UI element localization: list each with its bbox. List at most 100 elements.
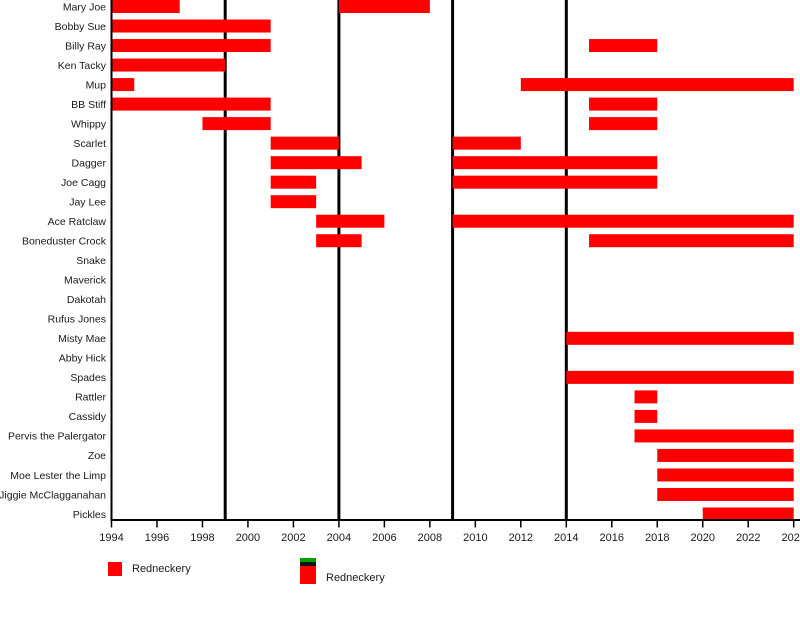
row-label: Misty Mae: [58, 333, 106, 345]
period-separator-line: [451, 0, 455, 520]
timeline-bar: [111, 19, 271, 33]
row-label: Mup: [86, 79, 107, 91]
timeline-bar: [657, 448, 794, 462]
x-axis-tick-label: 2012: [509, 532, 533, 544]
row-label: Mary Joe: [63, 1, 106, 13]
timeline-bar: [316, 214, 385, 228]
x-axis-tick-label: 2020: [690, 532, 714, 544]
row-label: Maverick: [64, 275, 107, 287]
row-label: Boneduster Crock: [22, 236, 107, 248]
period-separator-line: [337, 0, 341, 520]
x-axis-tick: [201, 521, 204, 528]
timeline-bar: [702, 507, 794, 521]
timeline-bar: [270, 195, 317, 209]
row-label: Dagger: [72, 157, 107, 169]
x-axis-tick: [520, 521, 522, 528]
timeline-bar: [452, 156, 658, 170]
x-axis-tick-label: 1996: [145, 532, 169, 544]
timeline-bar: [589, 117, 658, 131]
row-label: Joe Cagg: [61, 177, 106, 189]
x-axis-tick-label: 2008: [418, 532, 442, 544]
x-axis-tick: [247, 521, 249, 528]
period-separator-line: [223, 0, 227, 520]
timeline-bar: [452, 136, 521, 150]
row-label: Whippy: [71, 118, 107, 130]
x-axis-line: [110, 519, 800, 521]
row-label: Snake: [76, 255, 106, 267]
x-axis-tick-label: 2002: [281, 532, 305, 544]
timeline-bar: [111, 97, 271, 111]
timeline-bar: [202, 117, 271, 131]
x-axis-tick: [292, 521, 295, 528]
x-axis-tick: [156, 521, 158, 528]
timeline-bar: [316, 234, 362, 248]
x-axis-tick: [747, 521, 749, 528]
timeline-bar: [589, 39, 658, 53]
legend-label: Redneckery: [132, 563, 191, 575]
row-label: Jay Lee: [69, 196, 106, 208]
legend-entry-redneckery-1: Redneckery: [108, 562, 191, 576]
row-label: Pervis the Palergator: [8, 431, 107, 443]
timeline-bar: [589, 97, 658, 111]
timeline-bar: [634, 390, 658, 404]
timeline-bar: [270, 175, 317, 189]
timeline-bar: [111, 58, 226, 72]
x-axis-tick-label: 1994: [99, 532, 123, 544]
row-label: BB Stiff: [71, 99, 106, 111]
x-axis-tick-label: 2024: [781, 532, 800, 544]
timeline-bar: [566, 331, 794, 345]
row-label: Ken Tacky: [58, 60, 107, 72]
x-axis-tick-label: 2000: [236, 532, 260, 544]
x-axis-tick: [338, 521, 340, 528]
timeline-bar: [270, 156, 362, 170]
legend-stacked-swatch: [300, 558, 316, 584]
x-axis-tick-label: 2018: [645, 532, 669, 544]
x-axis-tick-label: 2004: [327, 532, 351, 544]
legend-red-block: [300, 566, 316, 584]
x-axis-tick-label: 1998: [190, 532, 214, 544]
period-separator-line: [564, 0, 568, 520]
x-axis-tick: [701, 521, 704, 528]
x-axis-tick-label: 2006: [372, 532, 396, 544]
timeline-bar: [657, 487, 794, 501]
legend-green-stripe: [300, 558, 316, 562]
row-label: Ace Ratclaw: [48, 216, 107, 228]
row-label: Rufus Jones: [48, 314, 106, 326]
row-label: Spades: [70, 372, 106, 384]
timeline-bar: [634, 429, 794, 443]
row-label: Rattler: [75, 392, 106, 404]
row-label: Zoe: [88, 450, 106, 462]
timeline-bar: [634, 409, 658, 423]
legend-black-stripe: [300, 562, 316, 566]
x-axis-tick: [565, 521, 568, 528]
timeline-bar: [566, 370, 794, 384]
timeline-bar: [338, 0, 430, 13]
row-label: Dakotah: [67, 294, 106, 306]
x-axis-tick: [611, 521, 613, 528]
x-axis-tick: [792, 521, 795, 528]
x-axis-tick: [110, 521, 113, 528]
row-label: Pickles: [73, 509, 106, 521]
legend-label: Redneckery: [326, 572, 385, 584]
row-label: Moe Lester the Limp: [10, 470, 106, 482]
timeline-bar: [657, 468, 794, 482]
row-label: Cassidy: [69, 411, 107, 423]
row-label: Jiggie McClagganahan: [0, 489, 106, 501]
x-axis-tick: [429, 521, 431, 528]
timeline-bar: [111, 0, 180, 13]
x-axis-tick: [474, 521, 477, 528]
row-label: Bobby Sue: [55, 21, 107, 33]
x-axis-tick-label: 2010: [463, 532, 487, 544]
row-label: Scarlet: [73, 138, 106, 150]
timeline-bar: [270, 136, 339, 150]
y-axis-line: [110, 0, 113, 521]
row-label: Abby Hick: [59, 353, 107, 365]
legend-red-square-swatch: [108, 562, 122, 576]
timeline-bar: [111, 39, 271, 53]
x-axis-tick-label: 2016: [600, 532, 624, 544]
x-axis-tick: [383, 521, 386, 528]
timeline-bar: [452, 214, 794, 228]
timeline-bar: [452, 175, 658, 189]
